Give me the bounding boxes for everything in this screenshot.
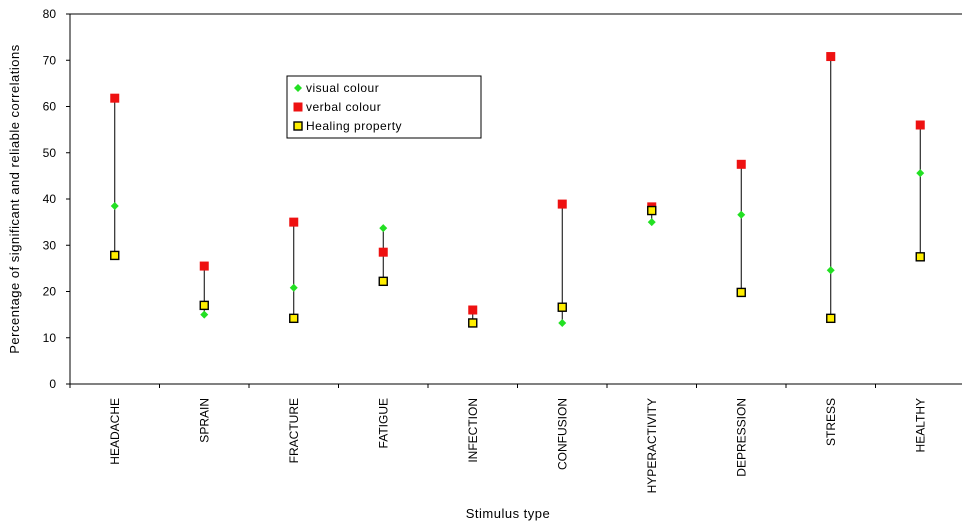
data-point-visual-colour (289, 283, 298, 292)
data-point-verbal-colour (468, 305, 478, 315)
y-tick-label: 80 (43, 7, 57, 21)
y-tick-label: 20 (43, 285, 57, 299)
y-tick-label: 60 (43, 100, 57, 114)
y-tick-label: 40 (43, 192, 57, 206)
data-point-visual-colour (737, 210, 746, 219)
data-point-healing-property (110, 250, 120, 261)
y-axis-title: Percentage of significant and reliable c… (7, 44, 22, 354)
data-point-visual-colour (647, 218, 656, 227)
y-tick-label: 70 (43, 53, 57, 67)
data-point-visual-colour (110, 201, 119, 210)
legend-label: visual colour (306, 81, 379, 95)
data-point-visual-colour (379, 224, 388, 233)
data-marks (110, 52, 925, 328)
data-point-healing-property (736, 287, 746, 298)
x-tick-label: STRESS (824, 398, 838, 446)
data-point-verbal-colour (289, 217, 299, 227)
legend-label: verbal colour (306, 100, 381, 114)
data-point-visual-colour (916, 169, 925, 178)
data-point-verbal-colour (378, 247, 388, 257)
legend-marker (294, 84, 302, 92)
data-point-healing-property (557, 302, 567, 312)
x-tick-label: INFECTION (466, 398, 480, 463)
data-point-verbal-colour (199, 261, 209, 271)
legend-box (286, 75, 482, 139)
legend: visual colour verbal colour Healing proper… (286, 75, 482, 139)
y-tick-labels: 0 10 20 30 40 50 60 70 80 (43, 7, 57, 391)
x-axis-title: Stimulus type (466, 506, 551, 521)
x-tick-label: CONFUSION (555, 398, 569, 470)
y-tick-label: 30 (43, 238, 57, 252)
x-tick-label: FRACTURE (287, 398, 301, 463)
legend-label: Healing property (306, 119, 402, 133)
x-tick-label: SPRAIN (197, 398, 211, 443)
data-point-healing-property (378, 276, 388, 287)
x-tick-labels: HEADACHE SPRAIN FRACTURE FATIGUE INFECTION CO… (108, 398, 928, 493)
x-tick-label: FATIGUE (376, 398, 390, 448)
x-tick-label: HYPERACTIVITY (645, 398, 659, 493)
y-tick-label: 0 (49, 377, 56, 391)
data-point-healing-property (647, 205, 657, 216)
legend-marker (293, 121, 303, 131)
data-point-healing-property (468, 318, 478, 328)
legend-marker (293, 102, 303, 112)
data-point-healing-property (915, 252, 925, 262)
data-point-visual-colour (558, 318, 567, 327)
data-point-verbal-colour (557, 199, 567, 209)
axes (66, 13, 962, 388)
data-point-verbal-colour (915, 120, 925, 130)
y-tick-label: 10 (43, 331, 57, 345)
x-tick-label: HEALTHY (913, 398, 927, 452)
x-tick-label: HEADACHE (108, 398, 122, 465)
data-point-verbal-colour (736, 159, 746, 169)
y-tick-label: 50 (43, 146, 57, 160)
data-point-verbal-colour (826, 52, 836, 62)
data-point-verbal-colour (110, 93, 120, 103)
data-point-visual-colour (200, 310, 209, 319)
data-point-healing-property (826, 313, 836, 324)
range-lines (114, 56, 921, 323)
data-point-visual-colour (826, 266, 835, 275)
data-point-healing-property (199, 300, 209, 311)
x-tick-label: DEPRESSION (734, 398, 748, 477)
data-point-healing-property (289, 313, 299, 324)
